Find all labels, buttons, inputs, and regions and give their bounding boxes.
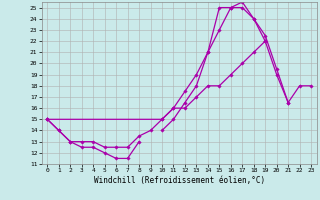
- X-axis label: Windchill (Refroidissement éolien,°C): Windchill (Refroidissement éolien,°C): [94, 176, 265, 185]
